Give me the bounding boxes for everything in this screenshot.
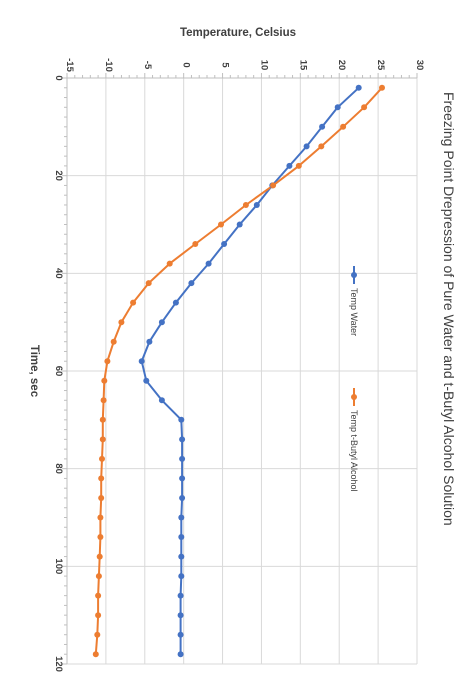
series-1-point [99,416,106,423]
series-1-point [99,455,105,462]
x-tick-label: 60 [53,366,64,377]
y-axis-label: Temperature, Celsius [180,27,296,39]
series-1-point [95,573,102,580]
series-1-point [99,436,106,443]
x-tick-label: 100 [53,558,64,574]
y-gridlines [66,78,418,664]
y-tick-label: 15 [297,60,308,71]
series-0-point [221,241,228,247]
x-tick-label: 20 [53,170,64,181]
series-lines [94,87,383,655]
y-tick-label: -5 [142,61,153,70]
y-tick-label: -10 [103,58,114,72]
series-1-point [101,377,108,384]
series-1-point [100,397,107,404]
y-tick-label: 25 [375,60,386,71]
series-0-point [177,631,184,638]
series-1-point [96,553,103,560]
series-1-point [145,280,152,287]
y-tick-label: 30 [414,60,425,71]
legend-label-0: Temp Water [349,288,359,336]
x-gridlines [67,77,417,665]
series-0-point [179,495,186,501]
legend: Temp Water Temp t-Butyl Alcohol [349,266,359,492]
series-0-point [158,319,165,326]
series-0-point [158,397,165,404]
series-1-point [340,123,347,130]
series-0-point [188,280,195,287]
series-1-point [218,221,224,228]
axes [62,73,418,665]
series-1-point [379,84,385,91]
series-0-point [178,534,185,540]
series-1-point [95,592,102,599]
series-0-point [177,651,184,658]
series-0-point [172,299,179,306]
x-tick-label: 40 [53,268,64,279]
series-0-point [146,338,153,345]
y-tick-label: -15 [64,58,75,72]
series-0-point [143,377,150,384]
series-0-point [177,592,184,599]
series-0-point [177,612,184,619]
series-line-1 [94,87,383,655]
series-line-0 [140,87,360,655]
series-0-point [179,455,186,462]
series-1-point [97,534,104,540]
series-0-point [236,221,243,228]
y-tick-label: 5 [220,62,231,68]
legend-swatch-marker-0 [351,272,357,278]
y-tick-label: 0 [181,62,192,67]
x-tick-labels: 0 20 40 60 80 100 120 [53,75,64,672]
x-tick-label: 120 [53,656,64,672]
series-1-point [295,162,302,169]
series-0-point [319,123,326,130]
series-0-point [286,162,293,169]
series-0-point [179,436,186,443]
series-0-point [179,475,186,482]
x-tick-label: 80 [53,463,64,474]
series-1-point [98,495,105,501]
series-1-point [98,475,105,482]
series-1-point [242,202,249,208]
series-1-point [92,651,99,658]
series-0-point [178,514,185,521]
series-1-point [95,612,102,619]
series-0-point [253,202,260,208]
series-0-point [178,416,185,423]
x-axis-label: Time, sec [28,345,40,398]
chart-title: Freezing Point Drepression of Pure Water… [441,92,457,526]
series-1-point [130,299,137,306]
series-1-point [104,358,111,365]
series-0-point [178,573,185,580]
y-tick-label: 10 [258,60,269,71]
series-1-point [110,338,117,345]
series-1-point [318,143,325,150]
y-tick-labels: -15 -10 -5 0 5 10 15 20 25 30 [64,58,425,72]
series-0-point [355,84,362,91]
plot-area [62,73,418,665]
x-tick-label: 0 [53,75,64,80]
series-1-point [192,241,199,247]
series-0-point [205,260,212,267]
series-0-point [178,553,185,560]
series-1-point [94,631,101,638]
series-1-point [166,260,173,267]
series-0-point [138,358,145,365]
series-1-point [97,514,104,521]
series-1-point [118,319,125,326]
legend-label-1: Temp t-Butyl Alcohol [349,410,359,492]
series-0-point [303,143,310,150]
legend-swatch-marker-1 [351,394,357,400]
series-0-point [334,104,341,111]
series-1-point [270,182,277,189]
series-points [92,84,385,658]
series-1-point [361,104,368,111]
y-tick-label: 20 [336,60,347,71]
